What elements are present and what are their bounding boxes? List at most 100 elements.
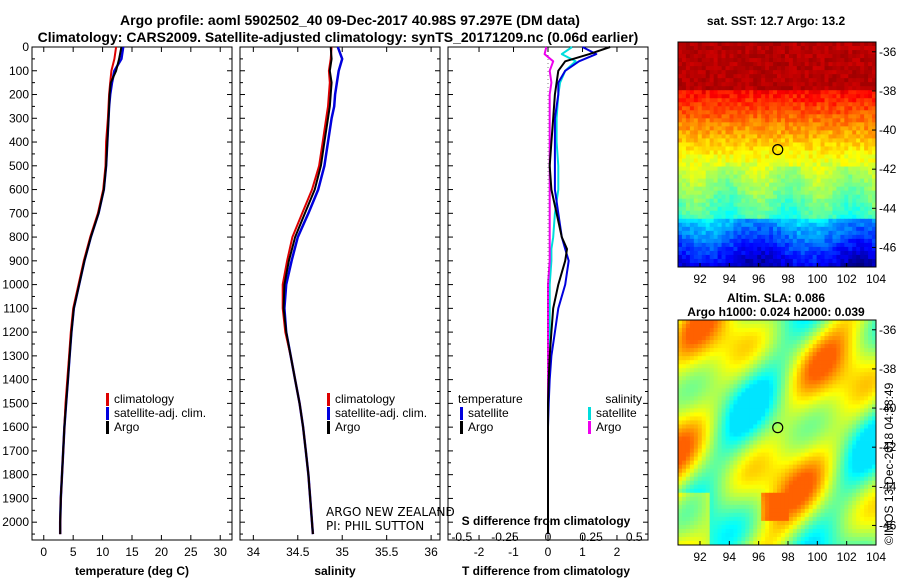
map-cell	[848, 170, 853, 175]
map-cell	[792, 336, 798, 341]
map-cell	[844, 440, 849, 445]
map-cell	[741, 142, 746, 147]
map-cell	[685, 452, 691, 458]
map-cell	[804, 138, 810, 143]
map-cell	[804, 246, 810, 252]
map-cell	[796, 50, 802, 55]
map-cell	[709, 174, 715, 180]
map-cell	[812, 134, 817, 139]
map-cell	[729, 460, 734, 466]
map-cell	[872, 182, 877, 188]
map-cell	[832, 78, 837, 83]
map-cell	[792, 146, 798, 151]
map-cell	[792, 340, 798, 345]
map-cell	[749, 254, 754, 260]
map-cell	[864, 432, 869, 437]
map-cell	[697, 210, 703, 216]
map-cell	[701, 400, 707, 405]
depth-tick-label: 1000	[2, 278, 29, 292]
map-cell	[872, 74, 877, 79]
map-cell	[840, 58, 845, 63]
map-cell	[808, 412, 814, 417]
map-cell	[852, 114, 857, 119]
map-cell	[872, 218, 877, 224]
map-cell	[840, 42, 845, 47]
map-cell	[860, 444, 865, 449]
map-cell	[792, 262, 798, 268]
map-cell	[840, 122, 845, 127]
map-cell	[753, 214, 758, 220]
map-cell	[773, 82, 778, 87]
map-cell	[741, 392, 746, 397]
map-cell	[733, 384, 738, 389]
map-cell	[780, 396, 786, 401]
sst-map: sat. SST: 12.7 Argo: 13.2 92 94 96 98 100 102…	[677, 14, 897, 286]
map-cell	[717, 400, 722, 405]
map-cell	[705, 174, 711, 180]
map-cell	[693, 186, 699, 192]
map-cell	[757, 344, 762, 349]
map-cell	[769, 50, 774, 55]
map-cell	[777, 364, 782, 369]
map-cell	[689, 452, 695, 458]
map-cell	[784, 364, 790, 369]
map-cell	[697, 384, 703, 389]
map-cell	[777, 62, 782, 67]
map-cell	[761, 206, 766, 212]
map-cell	[753, 178, 758, 184]
map-cell	[792, 392, 798, 397]
map-cell	[729, 372, 734, 377]
map-cell	[800, 70, 806, 75]
map-cell	[848, 420, 853, 425]
map-cell	[769, 230, 774, 236]
map-cell	[678, 344, 683, 349]
map-cell	[709, 130, 715, 135]
map-cell	[840, 66, 845, 71]
map-cell	[705, 86, 711, 91]
map-cell	[769, 254, 774, 260]
map-cell	[733, 396, 738, 401]
map-cell	[784, 190, 790, 196]
map-cell	[872, 332, 877, 337]
map-cell	[780, 372, 786, 377]
map-cell	[733, 448, 738, 453]
map-cell	[713, 170, 718, 175]
map-cell	[721, 118, 726, 123]
map-cell	[792, 70, 798, 75]
map-cell	[757, 178, 762, 184]
map-cell	[788, 234, 794, 240]
map-cell	[773, 400, 778, 405]
map-cell	[860, 246, 865, 252]
map-cell	[741, 412, 746, 417]
map-cell	[745, 400, 750, 405]
map-cell	[832, 62, 837, 67]
map-cell	[685, 436, 691, 441]
map-cell	[820, 348, 825, 353]
map-cell	[820, 408, 825, 413]
map-cell	[860, 154, 865, 159]
map-cell	[784, 194, 790, 200]
map-cell	[796, 106, 802, 111]
map-cell	[705, 222, 711, 228]
map-cell	[832, 102, 837, 107]
map-cell	[721, 328, 726, 333]
map-cell	[780, 332, 786, 337]
map-cell	[713, 202, 718, 208]
map-cell	[737, 416, 742, 421]
map-cell	[816, 258, 821, 264]
map-cell	[685, 78, 691, 83]
map-cell	[685, 178, 691, 184]
map-cell	[836, 142, 841, 147]
map-cell	[860, 452, 865, 458]
map-cell	[828, 50, 833, 55]
map-cell	[753, 436, 758, 441]
map-cell	[709, 412, 715, 417]
map-cell	[804, 320, 810, 325]
map-cell	[777, 186, 782, 192]
map-cell	[828, 368, 833, 373]
map-cell	[701, 62, 707, 67]
map-cell	[678, 186, 683, 192]
map-cell	[816, 122, 821, 127]
map-cell	[856, 162, 861, 167]
map-cell	[741, 222, 746, 228]
